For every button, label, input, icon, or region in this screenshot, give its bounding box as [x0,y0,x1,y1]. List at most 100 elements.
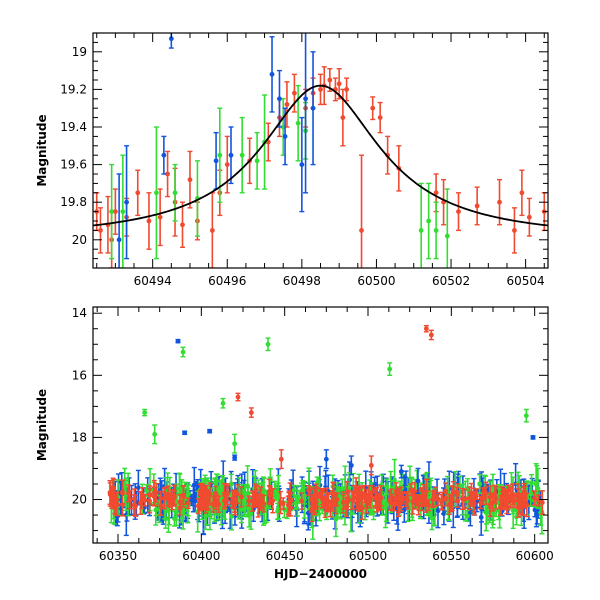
data-point-green [172,163,178,222]
data-point-red [400,492,406,505]
data-point-red [248,407,254,418]
data-point-blue [232,454,238,461]
data-point-red [185,497,191,510]
data-point-red [288,492,294,509]
data-point-red [317,487,323,499]
data-point-green [217,479,223,503]
data-point-red [493,486,499,510]
data-point-blue [282,107,288,166]
data-point-red [521,486,527,509]
data-point-blue [116,173,122,268]
data-point-blue [182,430,188,436]
data-point-red [142,493,148,507]
data-point-red [213,485,219,503]
x-tick-label: 60498 [283,274,321,288]
data-point-green [426,182,432,260]
y-axis-label: Magnitude [35,114,49,186]
data-point-red [250,491,256,509]
y-tick-label: 20 [72,233,87,247]
data-point-red [320,489,326,509]
data-point-red [139,487,145,507]
data-point-red [468,482,474,507]
x-tick-label: 60450 [266,549,304,563]
data-point-red [209,192,215,268]
data-point-green [152,424,158,445]
data-point-red [490,493,496,512]
data-point-red [329,493,335,510]
data-point-red [224,135,230,194]
data-point-green [294,485,300,517]
data-point-blue [207,428,213,434]
data-point-red [119,479,125,505]
x-axis-label: HJD−2400000 [274,567,367,581]
x-tick-label: 60500 [349,549,387,563]
data-point-red [158,496,164,516]
data-point-green [265,337,271,352]
data-point-red [498,494,504,516]
data-point-red [432,489,438,502]
data-point-red [127,490,133,510]
data-point-red [455,192,461,232]
y-tick-label: 19.4 [60,120,87,134]
data-point-blue [303,33,309,194]
data-point-red [539,490,545,515]
data-point-green [153,126,159,260]
data-point-green [254,131,260,190]
data-point-red [526,197,532,237]
data-point-red [459,487,465,510]
data-point-red [358,485,364,507]
data-point-blue [228,126,234,185]
data-point-green [336,486,342,509]
data-point-red [474,186,480,226]
data-point-blue [299,116,305,213]
data-point-blue [175,338,181,344]
data-point-red [232,489,238,510]
data-point-red [423,324,429,333]
data-point-green [383,485,389,529]
data-point-red [378,485,384,511]
data-point-red [441,178,447,226]
data-point-red [112,188,118,235]
plot-data [93,33,548,268]
data-point-red [318,73,323,106]
data-point-red [359,154,365,268]
data-point-red [201,496,207,510]
y-tick-label: 18 [72,430,87,444]
data-point-blue [168,33,174,49]
data-point-red [309,497,315,523]
y-tick-label: 19 [72,45,87,59]
y-tick-label: 14 [72,306,87,320]
data-point-red [180,201,186,249]
data-point-red [519,169,525,217]
data-point-red [222,482,228,508]
data-point-green [418,182,424,268]
data-point-red [235,392,241,402]
plot-frame [92,306,549,544]
data-point-red [131,494,137,517]
data-point-red [443,489,449,507]
data-point-blue [323,449,329,470]
data-point-red [439,491,445,511]
data-point-blue [415,467,421,495]
data-point-red [336,68,342,100]
x-tick-label: 60600 [516,549,554,563]
data-point-green [142,408,148,417]
data-point-blue [213,131,219,190]
data-point-red [299,492,305,510]
data-point-red [344,77,350,102]
data-point-red [395,491,401,518]
top-panel: 60494 60496 60498 60500 60502 60504 19 19.2 19.4… [35,32,549,288]
x-tick-label: 60496 [208,274,246,288]
data-point-green [523,408,529,423]
data-point-red [426,499,432,512]
data-point-red [454,486,460,503]
data-point-red [306,485,312,497]
data-point-red [112,495,118,516]
data-point-red [162,486,168,501]
data-point-red [261,494,267,513]
data-point-red [344,481,350,504]
data-point-red [515,488,521,501]
data-point-red [147,488,153,514]
y-axis-label: Magnitude [35,389,49,461]
data-point-red [410,488,416,515]
